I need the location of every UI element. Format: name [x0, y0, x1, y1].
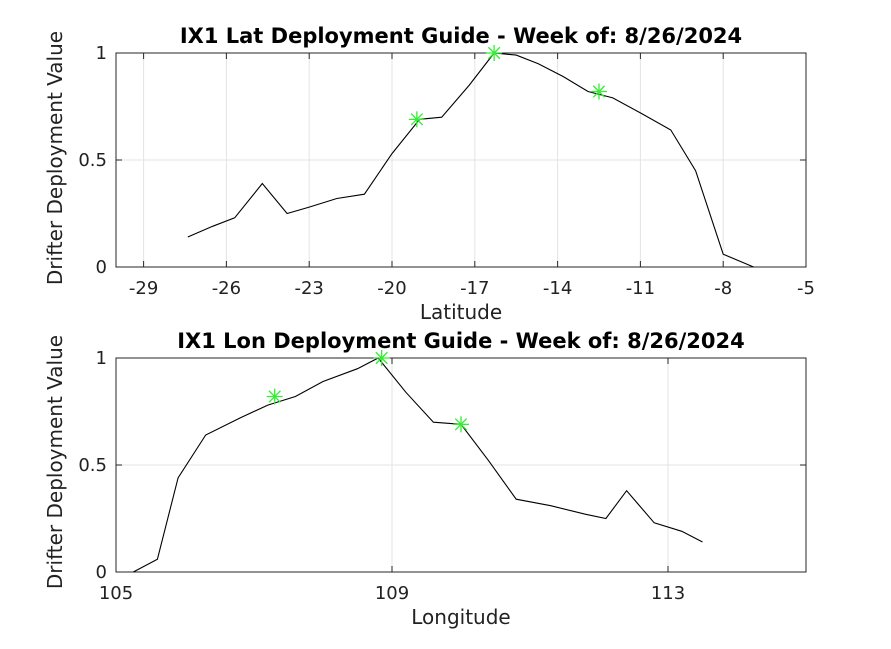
lon-marker-star: [266, 388, 283, 405]
lon-xtick-label: 109: [375, 583, 409, 604]
lat-marker-star: [486, 45, 503, 61]
lat-xtick-label: -8: [714, 278, 732, 299]
lat-ytick-label: 0: [96, 257, 107, 278]
lon-marker-star: [373, 350, 390, 366]
lon-ytick-label: 1: [96, 348, 107, 369]
lat-xtick-label: -20: [377, 278, 406, 299]
lon-chart-panel: 105 109 113 0 0.5 1 IX1 Lon Deployment Guide -…: [43, 329, 807, 629]
lat-chart-title: IX1 Lat Deployment Guide - Week of: 8/26…: [180, 24, 742, 48]
lat-xtick-label: -26: [212, 278, 241, 299]
lat-x-axis-label: Latitude: [420, 300, 502, 324]
lat-series-line: [187, 52, 754, 268]
lat-marker-star: [408, 111, 425, 128]
lat-xtick-label: -14: [543, 278, 572, 299]
lon-marker-star-stroke: [454, 418, 468, 431]
lat-xtick-label: -11: [626, 278, 655, 299]
lon-marker-star: [453, 416, 469, 433]
lat-xtick-label: -17: [460, 278, 489, 299]
lat-y-axis-label: Drifter Deployment Value: [43, 31, 67, 285]
lon-series-line: [133, 357, 703, 573]
lon-ytick-label: 0.5: [78, 455, 107, 476]
lon-chart-title: IX1 Lon Deployment Guide - Week of: 8/26…: [177, 329, 745, 353]
lat-ytick-label: 0.5: [78, 150, 107, 171]
lon-marker-star-stroke: [268, 390, 281, 403]
lon-xtick-label: 105: [99, 583, 133, 604]
lon-marker-star-stroke: [375, 351, 388, 365]
lat-chart-panel: -29 -26 -23 -20 -17 -14 -11 -8 -5 0 0.5 1 IX1 Lat De…: [43, 24, 815, 324]
lat-xtick-label: -5: [797, 278, 815, 299]
lat-marker-star-stroke: [592, 85, 606, 98]
lat-xtick-label: -23: [294, 278, 323, 299]
lon-x-axis-label: Longitude: [411, 605, 510, 629]
lon-y-axis-label: Drifter Deployment Value: [43, 335, 67, 589]
lat-marker-star-stroke: [487, 46, 501, 60]
lat-marker-star: [591, 83, 607, 100]
lon-ytick-label: 0: [96, 562, 107, 583]
lon-xtick-label: 113: [651, 583, 685, 604]
lat-xtick-label: -29: [129, 278, 158, 299]
lat-ytick-label: 1: [96, 43, 107, 64]
lat-marker-star-stroke: [410, 113, 424, 126]
